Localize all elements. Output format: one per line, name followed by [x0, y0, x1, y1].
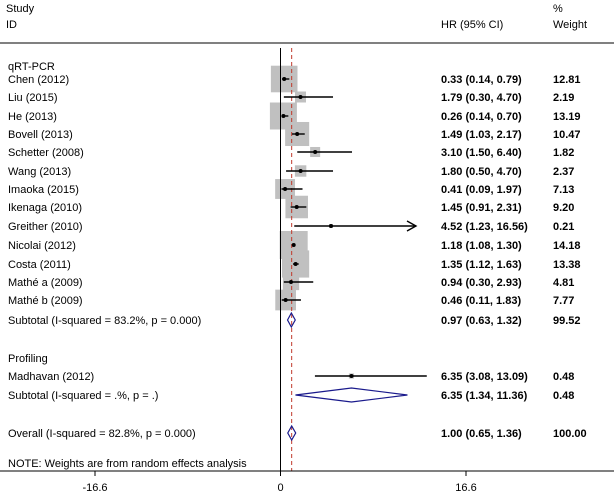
point-estimate	[349, 374, 354, 378]
overall-diamond-ci: 1.00 (0.65, 1.36)	[441, 428, 522, 440]
study-label: Chen (2012)	[8, 74, 69, 86]
study-label: Schetter (2008)	[8, 147, 84, 159]
study-label: Liu (2015)	[8, 92, 58, 104]
header-id: ID	[6, 19, 17, 31]
point-estimate	[298, 169, 303, 173]
study-weight: 0.48	[553, 371, 574, 383]
study-ci: 0.41 (0.09, 1.97)	[441, 184, 522, 196]
x-tick-label: 16.6	[455, 482, 476, 494]
study-label: Nicolai (2012)	[8, 240, 76, 252]
study-weight: 0.21	[553, 221, 574, 233]
study-weight: 2.37	[553, 166, 574, 178]
point-estimate	[289, 280, 294, 284]
point-estimate	[313, 150, 318, 154]
overall-diamond	[287, 424, 297, 442]
study-weight: 9.20	[553, 202, 574, 214]
study-weight: 13.19	[553, 111, 581, 123]
study-weight: 4.81	[553, 277, 574, 289]
study-weight: 7.77	[553, 295, 574, 307]
study-weight: 1.82	[553, 147, 574, 159]
group-title: Profiling	[8, 353, 48, 365]
study-label: Madhavan (2012)	[8, 371, 94, 383]
study-weight: 13.38	[553, 259, 581, 271]
study-label: Mathé b (2009)	[8, 295, 83, 307]
study-ci: 0.26 (0.14, 0.70)	[441, 111, 522, 123]
study-ci: 1.45 (0.91, 2.31)	[441, 202, 522, 214]
point-estimate	[291, 243, 296, 247]
study-ci: 1.80 (0.50, 4.70)	[441, 166, 522, 178]
subtotal-diamond-ci: 0.97 (0.63, 1.32)	[441, 315, 522, 327]
group-title: qRT-PCR	[8, 61, 55, 73]
weight-boxes	[269, 65, 355, 379]
study-ci: 0.94 (0.30, 2.93)	[441, 277, 522, 289]
subtotal-diamond-ci: 6.35 (1.34, 11.36)	[441, 390, 528, 402]
study-ci: 6.35 (3.08, 13.09)	[441, 371, 528, 383]
header-percent: %	[553, 3, 563, 15]
study-label: Greither (2010)	[8, 221, 83, 233]
point-estimate	[282, 77, 287, 81]
study-label: Costa (2011)	[8, 259, 71, 271]
subtotal-diamond-weight: 99.52	[553, 315, 581, 327]
subtotal-diamond-weight: 0.48	[553, 390, 574, 402]
subtotal-diamond	[295, 387, 408, 403]
study-weight: 7.13	[553, 184, 574, 196]
study-ci: 1.18 (1.08, 1.30)	[441, 240, 522, 252]
study-weight: 10.47	[553, 129, 581, 141]
subtotal-diamond-label: Subtotal (I-squared = 83.2%, p = 0.000)	[8, 315, 201, 327]
point-estimate	[283, 187, 288, 191]
study-label: Ikenaga (2010)	[8, 202, 82, 214]
point-estimates	[281, 77, 354, 378]
study-label: Wang (2013)	[8, 166, 71, 178]
note-text: NOTE: Weights are from random effects an…	[8, 458, 247, 470]
study-weight: 2.19	[553, 92, 574, 104]
header-effect: HR (95% CI)	[441, 19, 503, 31]
study-ci: 4.52 (1.23, 16.56)	[441, 221, 528, 233]
study-ci: 3.10 (1.50, 6.40)	[441, 147, 522, 159]
study-ci: 1.49 (1.03, 2.17)	[441, 129, 522, 141]
study-label: Bovell (2013)	[8, 129, 73, 141]
overall-diamond-label: Overall (I-squared = 82.8%, p = 0.000)	[8, 428, 196, 440]
study-ci: 0.33 (0.14, 0.79)	[441, 74, 522, 86]
overall-diamond-weight: 100.00	[553, 428, 587, 440]
point-estimate	[329, 224, 334, 228]
x-axis: -16.6 0 16.6	[82, 471, 477, 494]
point-estimate	[294, 205, 299, 209]
study-weight: 12.81	[553, 74, 581, 86]
point-estimate	[281, 114, 286, 118]
study-label: Mathé a (2009)	[8, 277, 83, 289]
study-label: He (2013)	[8, 111, 57, 123]
study-ci: 0.46 (0.11, 1.83)	[441, 295, 521, 307]
header-weight: Weight	[553, 19, 587, 31]
subtotal-diamond	[286, 311, 296, 329]
x-tick-label: -16.6	[82, 482, 107, 494]
study-ci: 1.35 (1.12, 1.63)	[441, 259, 522, 271]
study-ci: 1.79 (0.30, 4.70)	[441, 92, 522, 104]
point-estimate	[283, 298, 288, 302]
point-estimate	[295, 132, 300, 136]
point-estimate	[298, 95, 303, 99]
subtotal-diamond-label: Subtotal (I-squared = .%, p = .)	[8, 390, 158, 402]
study-weight: 14.18	[553, 240, 581, 252]
study-label: Imaoka (2015)	[8, 184, 79, 196]
x-tick-label: 0	[277, 482, 283, 494]
header-study: Study	[6, 3, 35, 15]
ci-arrow	[406, 220, 418, 232]
point-estimate	[293, 262, 298, 266]
